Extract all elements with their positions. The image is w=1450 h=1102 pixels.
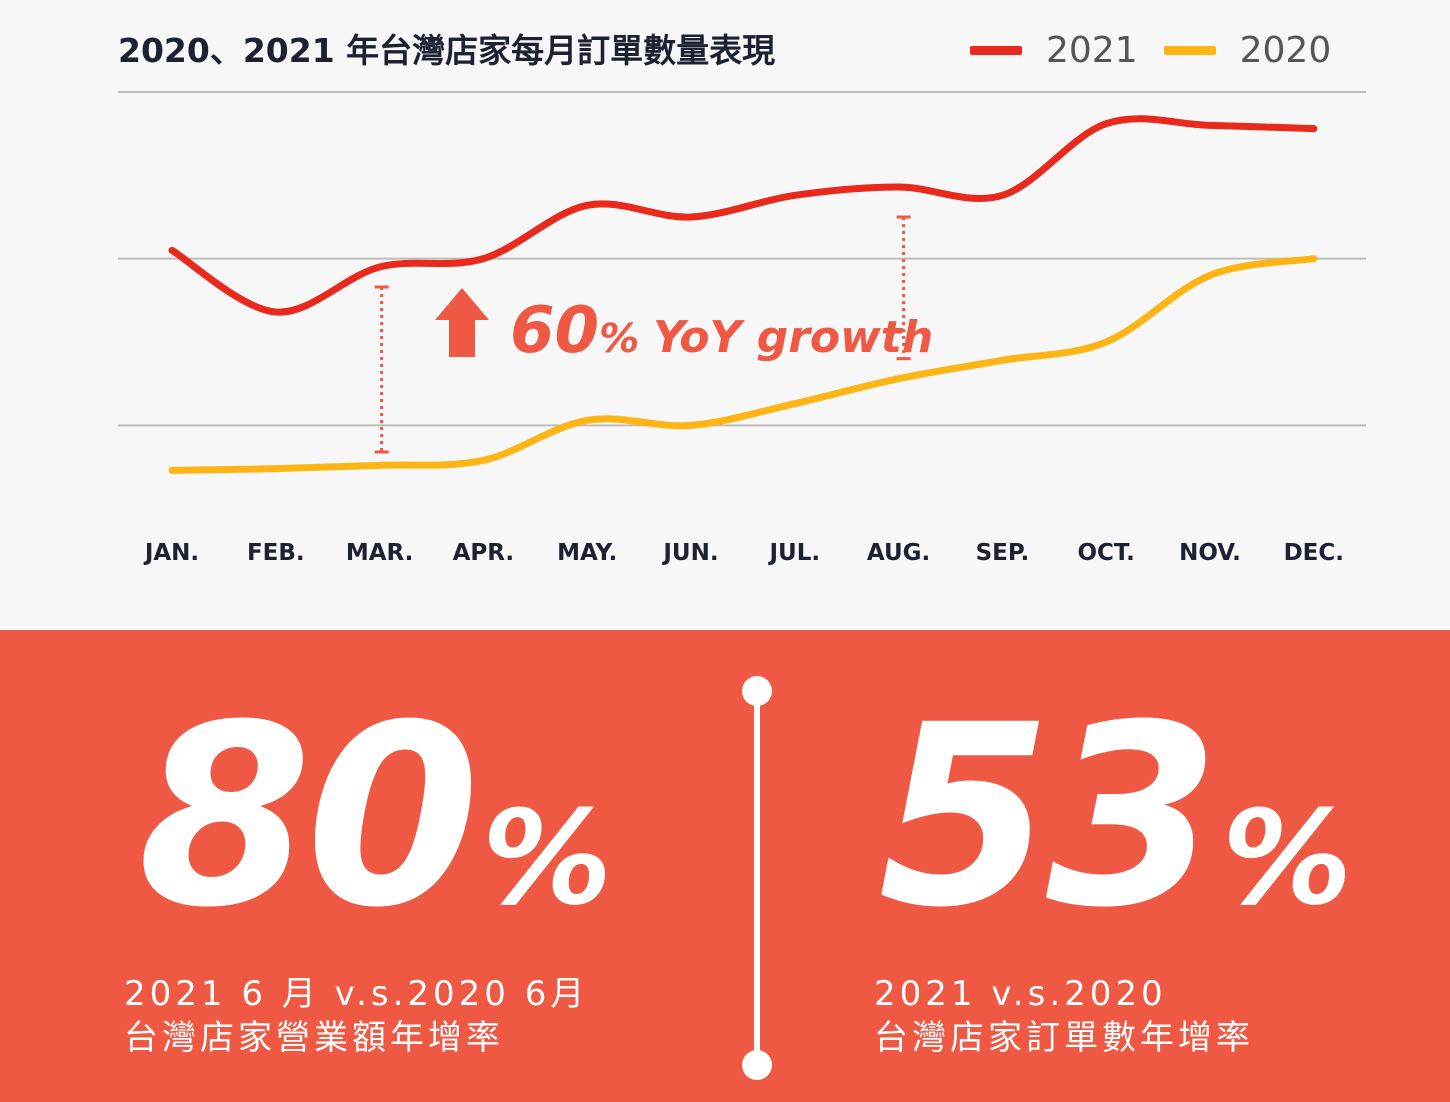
series-line-2020	[168, 255, 1318, 474]
divider-line	[754, 690, 760, 1064]
chart-title: 2020、2021 年台灣店家每月訂單數量表現	[118, 31, 776, 70]
stat-caption-revenue-line1: 2021 6 月 v.s.2020 6月	[124, 974, 589, 1014]
yoy-annotation: 60% YoY growth	[435, 288, 933, 368]
chart-legend: 2021 2020	[970, 28, 1357, 72]
stat-caption-revenue: 2021 6 月 v.s.2020 6月 台灣店家營業額年增率	[124, 972, 588, 1060]
x-axis-tick-labels: JAN. FEB. MAR. APR. MAY. JUN. JUL. AUG. SEP. OCT.…	[143, 540, 1344, 566]
annotation-unit: %	[599, 316, 639, 362]
annotation-text: YoY growth	[653, 312, 933, 363]
legend-swatch-2021	[970, 45, 1022, 55]
grid-lines	[118, 91, 1366, 427]
x-tick-label: AUG.	[867, 540, 930, 566]
x-tick-label: FEB.	[247, 540, 305, 566]
divider-dot-top	[742, 676, 772, 706]
x-tick-label: MAR.	[346, 540, 414, 566]
x-tick-label: DEC.	[1284, 540, 1344, 566]
series-line-2021	[168, 115, 1318, 316]
x-tick-label: JAN.	[143, 540, 199, 566]
stat-caption-orders: 2021 v.s.2020 台灣店家訂單數年增率	[874, 972, 1254, 1060]
legend-item-2020: 2020	[1163, 29, 1332, 71]
stat-caption-orders-line2: 台灣店家訂單數年增率	[874, 1018, 1254, 1058]
legend-label-2021: 2021	[1046, 29, 1138, 71]
up-arrow-icon	[435, 288, 489, 357]
x-tick-label: MAY.	[557, 540, 617, 566]
line-chart: 60% YoY growth JAN. FEB. MAR. APR. MAY. JUN. JU…	[118, 91, 1366, 566]
stat-percent-orders: %	[1221, 782, 1353, 934]
x-tick-label: APR.	[453, 540, 515, 566]
stat-value-order-revenue: 80%	[138, 692, 612, 942]
stat-percent-revenue: %	[481, 782, 613, 934]
x-tick-label: JUL.	[767, 540, 820, 566]
stat-digits-revenue: 80	[138, 671, 480, 962]
x-tick-label: OCT.	[1078, 540, 1135, 566]
stats-panel: 80% 2021 6 月 v.s.2020 6月 台灣店家營業額年增率 53% …	[0, 630, 1450, 1102]
stat-caption-revenue-line2: 台灣店家營業額年增率	[124, 1018, 504, 1058]
chart-panel: 2020、2021 年台灣店家每月訂單數量表現 2021 2020	[118, 28, 1357, 72]
legend-swatch-2020	[1163, 45, 1216, 55]
x-tick-label: NOV.	[1179, 540, 1241, 566]
stat-value-order-count: 53%	[878, 692, 1352, 942]
svg-text:60%YoY growth: 60% YoY growth	[510, 294, 933, 368]
annotation-value: 60	[510, 294, 599, 368]
x-tick-label: JUN.	[661, 540, 718, 566]
divider-dot-bottom	[742, 1050, 772, 1080]
difference-markers	[374, 215, 911, 454]
stat-digits-orders: 53	[878, 671, 1220, 962]
legend-label-2020: 2020	[1239, 29, 1332, 71]
legend-item-2021: 2021	[970, 30, 1138, 71]
stat-caption-orders-line1: 2021 v.s.2020	[874, 974, 1167, 1014]
series-lines	[168, 115, 1318, 474]
x-tick-label: SEP.	[976, 540, 1030, 566]
